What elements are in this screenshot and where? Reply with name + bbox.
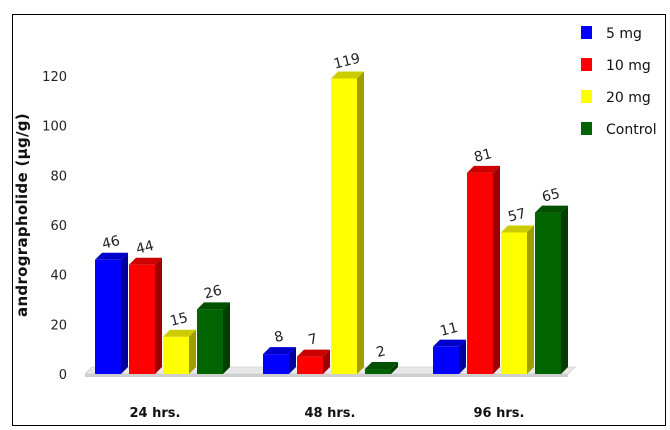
y-tick-label: 80 xyxy=(50,169,67,184)
legend[interactable]: 5 mg 10 mg 20 mg Control xyxy=(581,26,657,138)
bar-front xyxy=(297,356,323,374)
bar-side xyxy=(323,349,330,374)
bar xyxy=(467,165,500,374)
bar-side xyxy=(155,257,162,374)
bar-side xyxy=(189,329,196,374)
bar-top xyxy=(163,329,196,337)
legend-swatch xyxy=(581,58,592,71)
value-labels: 46 44 15 26 8 7 119 2 11 81 57 65 xyxy=(100,51,561,361)
y-tick-label: 40 xyxy=(50,269,67,284)
value-label: 44 xyxy=(134,238,155,258)
value-label: 2 xyxy=(375,343,388,361)
bar xyxy=(95,252,128,374)
legend-swatch xyxy=(581,26,592,39)
x-category-label: 24 hrs. xyxy=(130,406,181,421)
bar-top xyxy=(365,362,398,370)
value-label: 15 xyxy=(168,310,189,330)
bar xyxy=(365,362,398,374)
bar xyxy=(197,302,230,374)
bar-side xyxy=(561,205,568,374)
x-axis: 24 hrs. 48 hrs. 96 hrs. xyxy=(130,406,525,421)
bar-side xyxy=(391,362,398,374)
bar-side xyxy=(357,71,364,374)
value-label: 46 xyxy=(100,233,121,253)
bar-side xyxy=(121,252,128,374)
value-label: 57 xyxy=(506,206,527,226)
legend-swatch xyxy=(581,122,592,135)
bar-side xyxy=(493,165,500,374)
bar-front xyxy=(129,264,155,374)
bar-side xyxy=(527,225,534,374)
bar-top xyxy=(197,302,230,310)
bar xyxy=(129,257,162,374)
value-label: 7 xyxy=(307,331,320,349)
bar-top xyxy=(129,257,162,265)
y-tick-label: 0 xyxy=(59,368,67,383)
bar-top xyxy=(95,252,128,260)
bar xyxy=(263,347,296,374)
legend-item[interactable]: Control xyxy=(581,122,657,138)
bar-front xyxy=(535,212,561,374)
y-tick-label: 120 xyxy=(42,70,67,85)
legend-item[interactable]: 20 mg xyxy=(581,90,651,106)
bar-top xyxy=(535,205,568,213)
bar xyxy=(501,225,534,374)
x-category-label: 96 hrs. xyxy=(474,406,525,421)
bar-top xyxy=(263,347,296,355)
bars xyxy=(95,71,568,374)
x-category-label: 48 hrs. xyxy=(305,406,356,421)
legend-label: 10 mg xyxy=(606,58,651,74)
legend-swatch xyxy=(581,90,592,103)
bar-front xyxy=(95,259,121,374)
bar xyxy=(163,329,196,374)
value-label: 81 xyxy=(472,146,493,166)
y-tick-label: 20 xyxy=(50,318,67,333)
bar xyxy=(535,205,568,374)
bar-side xyxy=(459,339,466,374)
legend-item[interactable]: 10 mg xyxy=(581,58,651,74)
bar-side xyxy=(223,302,230,374)
bar xyxy=(433,339,466,374)
bar-front xyxy=(197,309,223,374)
legend-label: 20 mg xyxy=(606,90,651,106)
value-label: 119 xyxy=(332,51,362,73)
value-label: 65 xyxy=(540,186,561,206)
bar-front xyxy=(365,369,391,374)
bar-top xyxy=(467,165,500,173)
value-label: 8 xyxy=(273,328,286,346)
y-axis-title: andrographolide (μg/g) xyxy=(13,113,31,317)
bar-front xyxy=(433,346,459,374)
bar-top xyxy=(297,349,330,357)
bar-front xyxy=(163,336,189,374)
bar xyxy=(331,71,364,374)
bar xyxy=(297,349,330,374)
chart-frame xyxy=(12,14,666,426)
bar-front xyxy=(501,232,527,374)
legend-label: Control xyxy=(606,122,657,138)
bar-top xyxy=(501,225,534,233)
y-tick-label: 60 xyxy=(50,219,67,234)
y-axis: 0 20 40 60 80 100 120 xyxy=(42,70,67,383)
legend-label: 5 mg xyxy=(606,26,642,42)
floor-front xyxy=(85,374,568,377)
bar-side xyxy=(289,347,296,374)
bar-top xyxy=(433,339,466,347)
bar-front xyxy=(331,78,357,374)
legend-item[interactable]: 5 mg xyxy=(581,26,642,42)
y-tick-label: 100 xyxy=(42,120,67,135)
value-label: 26 xyxy=(202,283,223,303)
bar-front xyxy=(467,172,493,374)
bar-top xyxy=(331,71,364,79)
bar-front xyxy=(263,354,289,374)
value-label: 11 xyxy=(438,320,459,340)
